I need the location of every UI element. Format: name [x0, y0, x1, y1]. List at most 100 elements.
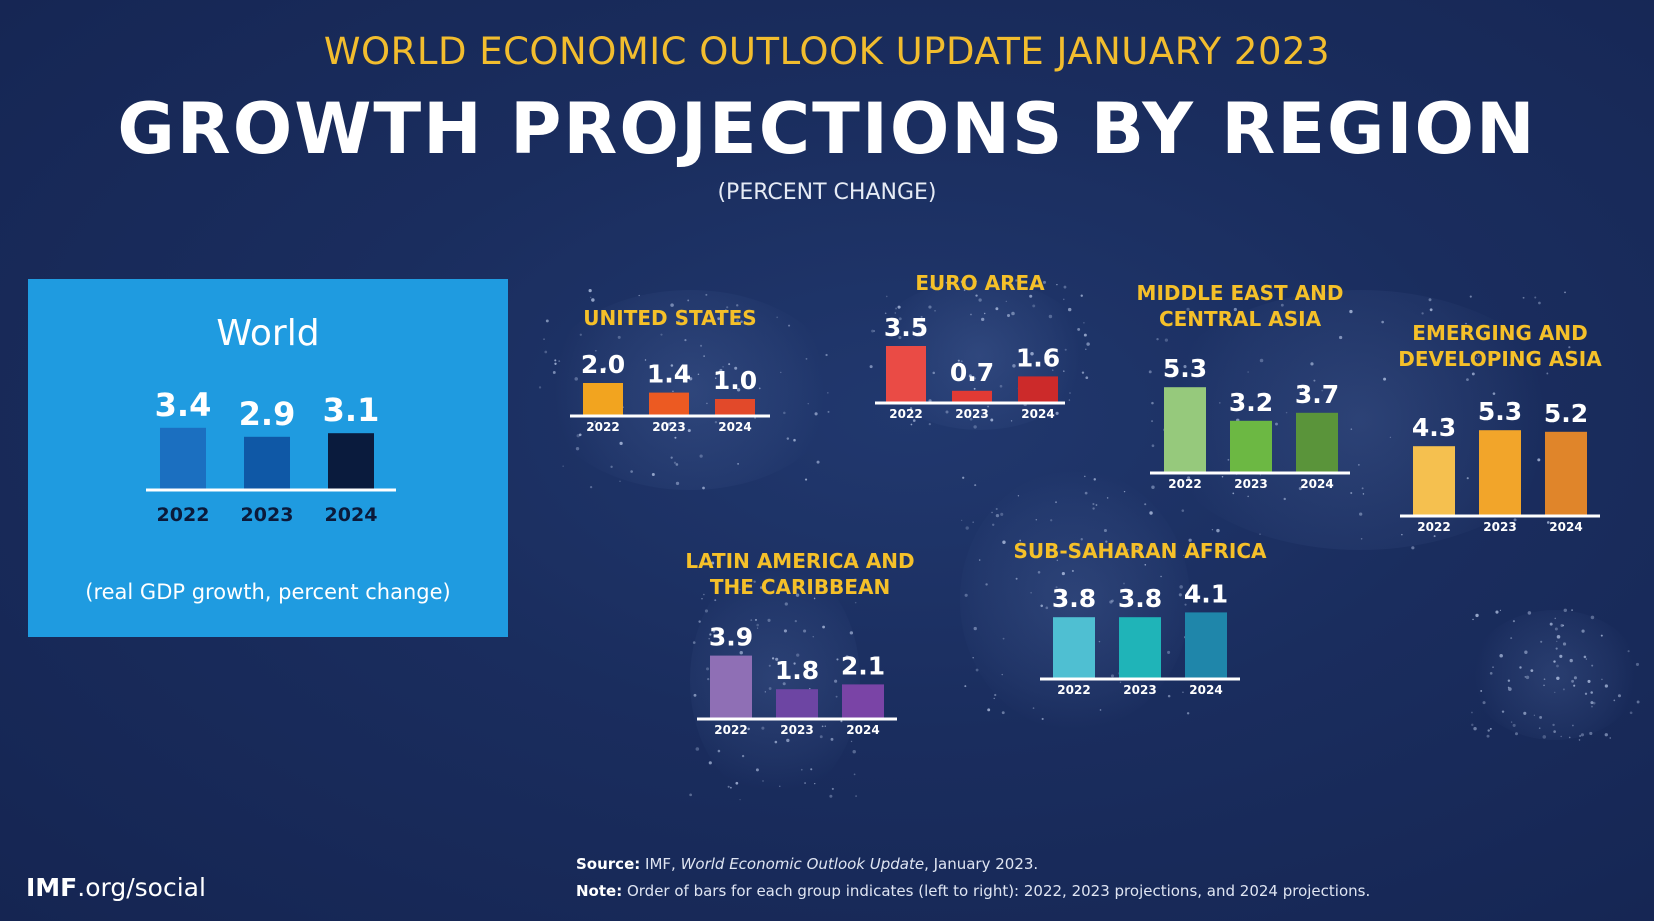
star-dot [800, 768, 803, 771]
star-dot [995, 513, 1000, 518]
star-dot [1227, 458, 1230, 461]
star-dot [621, 359, 624, 362]
value-label-us-2024: 1.0 [713, 366, 757, 395]
star-dot [708, 638, 710, 640]
source-pre: IMF, [640, 855, 681, 873]
star-dot [1525, 675, 1530, 680]
star-dot [1030, 352, 1034, 356]
star-dot [1310, 362, 1314, 366]
star-dot [1468, 364, 1470, 366]
star-dot [1562, 642, 1567, 646]
star-dot [774, 740, 778, 744]
star-dot [759, 586, 763, 589]
value-label-ssa-2024: 4.1 [1184, 579, 1228, 608]
star-dot [1522, 296, 1525, 299]
star-dot [746, 583, 750, 587]
star-dot [697, 373, 700, 376]
star-dot [737, 463, 739, 465]
bar-eda-2022 [1413, 446, 1455, 515]
star-dot [795, 593, 800, 597]
star-dot [836, 658, 839, 661]
star-dot [1106, 497, 1109, 499]
star-dot [1259, 358, 1264, 363]
star-dot [674, 436, 677, 439]
star-dot [1030, 591, 1033, 594]
star-dot [814, 412, 818, 416]
star-dot [1629, 711, 1633, 715]
year-label-euro-2024: 2024 [1021, 407, 1054, 421]
star-dot [1077, 327, 1081, 331]
star-dot [603, 367, 606, 371]
year-label-latam-2022: 2022 [714, 723, 747, 737]
star-dot [1063, 298, 1065, 301]
star-dot [852, 749, 856, 754]
star-dot [1064, 348, 1067, 351]
bar-eda-2024 [1545, 431, 1587, 515]
star-dot [1600, 634, 1603, 637]
bar-us-2023 [649, 392, 689, 415]
bar-eda-2023 [1479, 430, 1521, 515]
title-line: UNITED STATES [583, 306, 757, 330]
star-dot [1063, 370, 1065, 372]
star-dot [575, 446, 580, 451]
star-dot [574, 377, 578, 381]
star-dot [741, 754, 745, 758]
star-dot [1564, 291, 1566, 294]
star-dot [973, 626, 977, 631]
star-dot [1081, 371, 1085, 374]
star-dot [1001, 673, 1003, 676]
star-dot [726, 306, 729, 309]
star-dot [794, 619, 797, 623]
star-dot [1313, 379, 1316, 382]
star-dot [1148, 370, 1152, 374]
bar-world-2023 [244, 436, 290, 489]
star-dot [1471, 372, 1475, 376]
star-dot [1510, 637, 1513, 640]
star-dot [700, 344, 703, 347]
star-dot [1300, 388, 1302, 390]
star-dot [1533, 714, 1536, 717]
star-dot [589, 485, 593, 489]
star-dot [796, 653, 800, 657]
page-subtitle: (PERCENT CHANGE) [717, 180, 937, 205]
title-line: MIDDLE EAST AND [1136, 281, 1344, 305]
star-dot [1560, 624, 1564, 627]
title-middle-east: MIDDLE EAST AND CENTRAL ASIA [1110, 280, 1370, 332]
star-dot [1592, 701, 1596, 705]
year-label-euro-2023: 2023 [955, 407, 988, 421]
star-dot [873, 330, 876, 332]
star-dot [821, 725, 824, 728]
star-dot [775, 657, 779, 661]
star-dot [972, 657, 974, 659]
star-dot [1126, 548, 1129, 551]
star-dot [1466, 477, 1469, 480]
star-dot [1573, 684, 1576, 687]
star-dot [793, 438, 796, 442]
star-dot [845, 655, 849, 659]
star-dot [1350, 492, 1353, 495]
star-dot [1050, 519, 1053, 522]
year-label-eda-2023: 2023 [1483, 520, 1516, 534]
star-dot [1151, 485, 1155, 489]
star-dot [1590, 691, 1593, 694]
brand-rest: .org/social [77, 873, 206, 902]
star-dot [983, 312, 986, 315]
star-dot [1509, 364, 1511, 367]
star-dot [1015, 577, 1018, 580]
star-dot [807, 402, 809, 405]
star-dot [578, 433, 582, 437]
star-dot [1494, 523, 1497, 526]
star-dot [728, 363, 731, 366]
chart-ssa: 3.8 2022 3.8 2023 4.1 2024 [1040, 579, 1240, 697]
star-dot [1099, 709, 1102, 711]
star-dot [849, 631, 854, 635]
year-label-latam-2024: 2024 [846, 723, 879, 737]
star-dot [1048, 314, 1053, 319]
star-dot [595, 350, 597, 352]
star-dot [675, 463, 679, 466]
map-australia [1470, 610, 1640, 740]
star-dot [783, 411, 786, 415]
star-dot [1068, 399, 1071, 401]
bar-us-2022 [583, 383, 623, 415]
star-dot [994, 693, 997, 697]
